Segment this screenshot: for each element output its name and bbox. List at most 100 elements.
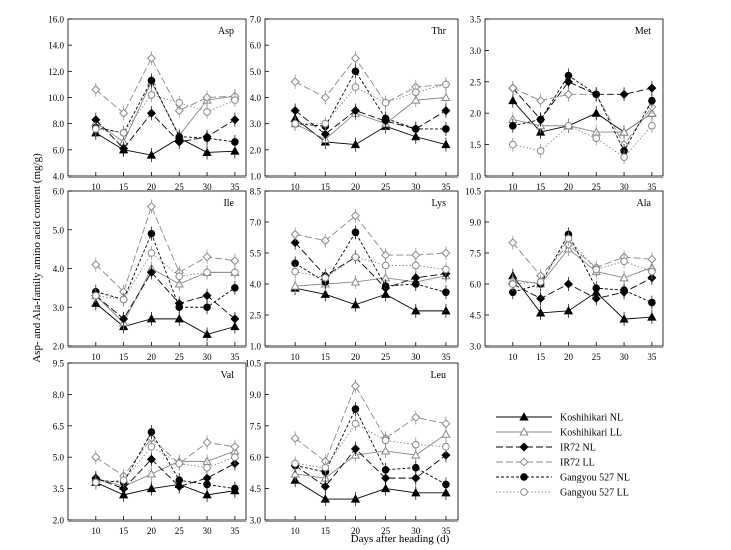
data-point xyxy=(147,229,156,238)
series-gangyou-527-ll xyxy=(92,246,239,307)
y-tick-label: 9.0 xyxy=(470,218,482,228)
data-point xyxy=(411,250,421,260)
data-point xyxy=(290,238,300,248)
x-tick-label: 25 xyxy=(175,526,185,536)
series-koshihikari-nl xyxy=(290,111,451,152)
data-point xyxy=(174,314,184,323)
legend-marker xyxy=(520,488,528,496)
y-tick-label: 3.0 xyxy=(250,119,262,129)
x-tick-label: 35 xyxy=(441,182,451,192)
series-gangyou-527-nl xyxy=(92,73,239,150)
y-tick-label: 2.5 xyxy=(470,77,482,87)
series-gangyou-527-nl xyxy=(291,64,450,136)
data-point xyxy=(147,442,156,451)
x-tick-label: 35 xyxy=(441,526,451,536)
data-point xyxy=(648,121,656,130)
data-point xyxy=(509,140,517,149)
data-point xyxy=(146,201,156,212)
x-tick-label: 25 xyxy=(592,182,602,192)
data-point xyxy=(411,306,421,315)
y-tick-label: 4.0 xyxy=(53,264,65,274)
series-line-koshihikari-nl xyxy=(95,481,235,496)
series-koshihikari-ll xyxy=(91,261,240,330)
data-point xyxy=(591,293,601,303)
series-line-ir72-ll xyxy=(295,215,446,256)
data-point xyxy=(320,481,330,492)
data-point xyxy=(203,463,211,472)
data-point xyxy=(620,286,628,295)
data-point xyxy=(230,442,240,452)
y-tick-label: 7.5 xyxy=(470,249,482,259)
data-point xyxy=(411,412,421,422)
data-point xyxy=(411,440,420,449)
data-point xyxy=(441,487,451,497)
panel-title-val: Val xyxy=(221,370,235,381)
series-line-ir72-nl xyxy=(95,271,236,320)
series-line-gangyou-527-ll xyxy=(295,423,446,469)
y-tick-label: 10.5 xyxy=(465,187,481,197)
x-tick-label: 25 xyxy=(175,352,185,362)
x-tick-label: 15 xyxy=(536,352,546,362)
data-point xyxy=(119,108,129,118)
y-tick-label: 4.0 xyxy=(250,93,262,103)
data-point xyxy=(92,125,100,133)
series-gangyou-527-ll xyxy=(92,439,239,490)
data-point xyxy=(351,83,360,91)
series-line-koshihikari-ll xyxy=(295,275,447,287)
data-point xyxy=(321,274,330,282)
series-gangyou-527-ll xyxy=(92,87,239,140)
y-tick-label: 3.0 xyxy=(250,516,262,526)
data-point xyxy=(320,236,330,246)
data-point xyxy=(648,267,656,276)
data-point xyxy=(441,106,451,116)
y-tick-label: 2.5 xyxy=(250,311,262,321)
data-point xyxy=(441,450,451,460)
series-line-gangyou-527-ll xyxy=(95,252,235,300)
data-point xyxy=(411,131,421,141)
series-line-koshihikari-ll xyxy=(95,450,236,487)
data-point xyxy=(291,267,299,276)
legend-marker xyxy=(519,457,529,467)
series-koshihikari-ll xyxy=(508,241,657,291)
x-tick-label: 15 xyxy=(321,526,331,536)
data-point xyxy=(175,459,184,468)
data-point xyxy=(231,484,239,493)
x-tick-label: 30 xyxy=(203,526,213,536)
data-point xyxy=(381,282,390,290)
series-ir72-ll xyxy=(91,51,240,121)
data-point xyxy=(91,452,101,462)
data-point xyxy=(146,150,157,159)
data-point xyxy=(203,480,211,489)
data-point xyxy=(647,312,657,321)
x-tick-label: 30 xyxy=(203,182,213,192)
panel-title-lys: Lys xyxy=(432,198,447,209)
x-tick-label: 10 xyxy=(291,352,301,362)
data-point xyxy=(381,261,390,270)
x-tick-label: 15 xyxy=(119,526,129,536)
x-tick-label: 35 xyxy=(230,182,240,192)
series-koshihikari-nl xyxy=(290,473,451,507)
data-point xyxy=(619,314,629,323)
data-point xyxy=(648,298,656,307)
data-point xyxy=(442,80,450,89)
panel-frame-thr xyxy=(264,18,459,177)
data-point xyxy=(442,480,450,489)
panel-frame-val xyxy=(67,362,247,521)
x-axis-title: Days after heading (d) xyxy=(351,533,450,545)
data-point xyxy=(146,314,157,323)
data-point xyxy=(290,433,300,443)
data-point xyxy=(509,280,517,288)
data-point xyxy=(350,139,361,149)
series-line-gangyou-527-ll xyxy=(95,446,236,483)
panel-title-leu: Leu xyxy=(430,370,446,381)
data-point xyxy=(351,405,360,413)
data-point xyxy=(411,261,420,270)
x-tick-label: 20 xyxy=(351,352,361,362)
data-point xyxy=(592,284,601,292)
series-line-gangyou-527-ll xyxy=(295,256,446,279)
series-gangyou-527-ll xyxy=(291,416,450,475)
y-tick-label: 5.0 xyxy=(53,453,65,463)
series-line-ir72-ll xyxy=(95,437,235,477)
y-tick-label: 5.0 xyxy=(53,225,65,235)
y-tick-label: 10.0 xyxy=(48,93,64,103)
